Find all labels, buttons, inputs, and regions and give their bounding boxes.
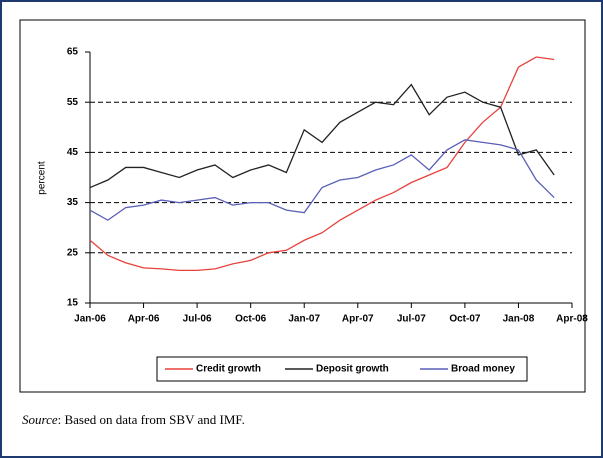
source-label: Source — [22, 412, 58, 427]
x-tick-label: Apr-06 — [128, 314, 160, 325]
series-line — [89, 83, 555, 189]
x-tick-label: Jan-08 — [503, 314, 535, 325]
x-tick-label: Apr-08 — [556, 314, 588, 325]
x-tick-label: Jul-07 — [397, 314, 426, 325]
legend-box — [156, 356, 528, 382]
series-line — [89, 139, 555, 221]
x-tick-label: Oct-07 — [449, 314, 481, 325]
source-text: : Based on data from SBV and IMF. — [58, 412, 245, 427]
y-tick-label: 45 — [67, 147, 79, 158]
x-tick-label: Jan-07 — [288, 314, 320, 325]
legend-label: Credit growth — [196, 364, 261, 375]
y-tick-label: 25 — [67, 247, 79, 258]
y-axis-label: percent — [37, 161, 48, 195]
y-tick-label: 65 — [67, 47, 79, 58]
legend-label: Deposit growth — [316, 364, 389, 375]
legend-label: Broad money — [451, 364, 515, 375]
x-tick-label: Jan-06 — [74, 314, 106, 325]
chart-frame — [19, 19, 586, 393]
x-tick-label: Apr-07 — [342, 314, 374, 325]
x-tick-label: Oct-06 — [235, 314, 267, 325]
series-line — [89, 56, 555, 272]
y-tick-label: 15 — [67, 298, 79, 309]
x-tick-label: Jul-06 — [183, 314, 212, 325]
y-tick-label: 55 — [67, 97, 79, 108]
source-note: Source: Based on data from SBV and IMF. — [22, 412, 245, 427]
y-tick-label: 35 — [67, 197, 79, 208]
